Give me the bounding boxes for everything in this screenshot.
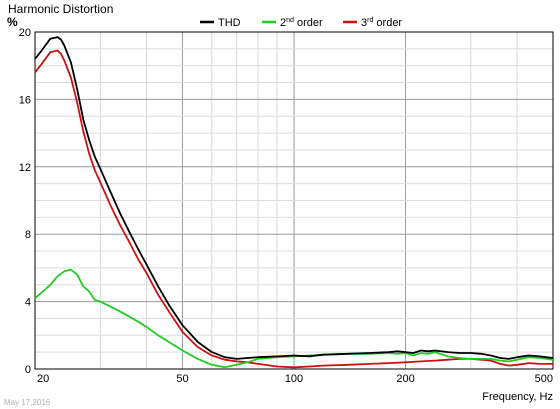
legend-label: 3rd order bbox=[361, 17, 402, 29]
chart-title: Harmonic Distortion bbox=[8, 2, 113, 16]
legend: THD 2nd order 3rd order bbox=[200, 17, 402, 29]
series-line-2nd-order bbox=[34, 268, 554, 369]
y-axis-label: % bbox=[7, 15, 18, 29]
x-tick-label: 200 bbox=[396, 373, 414, 385]
y-tick-label: 16 bbox=[19, 94, 31, 106]
date-footer: May 17,2016 bbox=[4, 398, 51, 407]
y-tick-label: 8 bbox=[25, 229, 31, 241]
x-tick-label: 500 bbox=[535, 373, 553, 385]
legend-label: 2nd order bbox=[280, 17, 323, 29]
x-tick-label: 50 bbox=[176, 373, 188, 385]
legend-label: THD bbox=[218, 17, 241, 29]
tick-labels: 0 4 8 12 16 20 20 50 100 200 500 bbox=[19, 27, 553, 385]
y-tick-label: 12 bbox=[19, 162, 31, 174]
y-tick-label: 20 bbox=[19, 27, 31, 39]
x-tick-label: 20 bbox=[37, 373, 49, 385]
x-tick-label: 100 bbox=[285, 373, 303, 385]
x-axis-label: Frequency, Hz bbox=[482, 391, 553, 403]
series-lines bbox=[34, 36, 554, 369]
y-tick-label: 4 bbox=[25, 297, 31, 309]
plot-frame bbox=[34, 31, 554, 370]
series-line-thd bbox=[34, 36, 554, 360]
y-tick-label: 0 bbox=[25, 364, 31, 376]
grid bbox=[35, 32, 553, 369]
